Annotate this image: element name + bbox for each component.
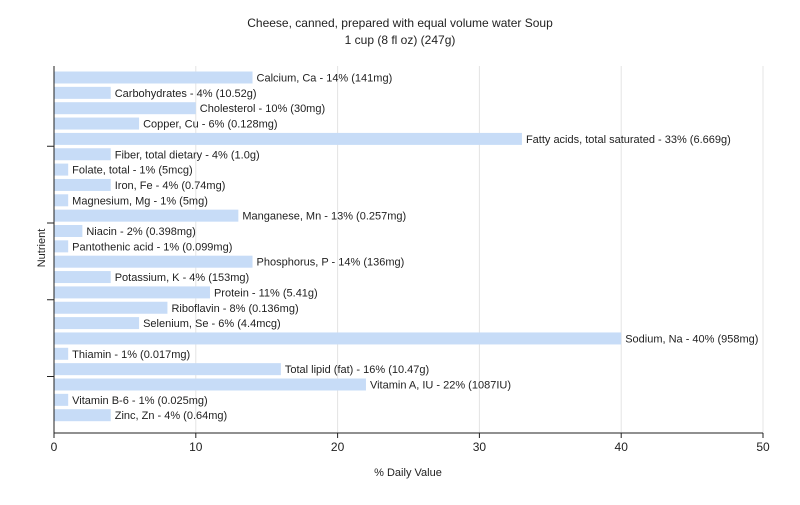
x-tick-label: 10 [189, 440, 203, 454]
bar-label: Carbohydrates - 4% (10.52g) [115, 88, 257, 100]
bar-label: Selenium, Se - 6% (4.4mcg) [143, 318, 281, 330]
bar [54, 209, 239, 222]
bar-label: Sodium, Na - 40% (958mg) [625, 333, 758, 345]
bar-label: Pantothenic acid - 1% (0.099mg) [72, 241, 232, 253]
bar-label: Potassium, K - 4% (153mg) [115, 272, 250, 284]
bar [54, 286, 210, 299]
bar-label: Riboflavin - 8% (0.136mg) [171, 303, 298, 315]
bar [54, 332, 622, 345]
bar [54, 240, 69, 253]
bar [54, 363, 281, 376]
bar [54, 163, 69, 176]
x-axis-label: % Daily Value [374, 467, 442, 479]
bar-label: Zinc, Zn - 4% (0.64mg) [115, 410, 227, 422]
bar-label: Vitamin A, IU - 22% (1087IU) [370, 380, 511, 392]
bar [54, 378, 366, 391]
bar-label: Iron, Fe - 4% (0.74mg) [115, 180, 226, 192]
x-tick-label: 30 [473, 440, 487, 454]
x-tick-label: 50 [756, 440, 770, 454]
bar [54, 117, 140, 130]
bar-label: Fatty acids, total saturated - 33% (6.66… [526, 134, 731, 146]
bar [54, 347, 69, 360]
bar-label: Cholesterol - 10% (30mg) [200, 103, 325, 115]
bar [54, 409, 111, 422]
axes: 0 10 20 30 40 50 [47, 66, 770, 454]
bar-label: Calcium, Ca - 14% (141mg) [257, 73, 393, 85]
chart-subtitle: 1 cup (8 fl oz) (247g) [345, 33, 456, 47]
y-axis-label: Nutrient [36, 229, 48, 268]
bar-label: Fiber, total dietary - 4% (1.0g) [115, 149, 260, 161]
bar [54, 301, 168, 314]
bar [54, 317, 140, 330]
bar [54, 225, 83, 237]
bar [54, 102, 196, 115]
bar [54, 178, 111, 191]
bar [54, 132, 522, 145]
bar-labels: Calcium, Ca - 14% (141mg)Carbohydrates -… [72, 73, 758, 423]
bar [54, 271, 111, 284]
bar-label: Vitamin B-6 - 1% (0.025mg) [72, 395, 208, 407]
bar-label: Phosphorus, P - 14% (136mg) [257, 257, 405, 269]
bar-label: Copper, Cu - 6% (0.128mg) [143, 119, 278, 131]
chart-title: Cheese, canned, prepared with equal volu… [247, 16, 553, 30]
bar-label: Manganese, Mn - 13% (0.257mg) [242, 211, 406, 223]
bars [54, 71, 622, 422]
bar-label: Thiamin - 1% (0.017mg) [72, 349, 190, 361]
bar-label: Magnesium, Mg - 1% (5mg) [72, 195, 208, 207]
bar-label: Folate, total - 1% (5mcg) [72, 165, 192, 177]
bar [54, 194, 69, 207]
bar [54, 71, 253, 84]
bar-label: Total lipid (fat) - 16% (10.47g) [285, 364, 429, 376]
bar-label: Niacin - 2% (0.398mg) [86, 226, 195, 238]
x-tick-label: 20 [331, 440, 345, 454]
bar [54, 393, 69, 406]
bar-label: Protein - 11% (5.41g) [214, 287, 318, 299]
x-tick-label: 0 [51, 440, 58, 454]
bar [54, 86, 111, 99]
bar [54, 255, 253, 268]
bar [54, 148, 111, 161]
x-tick-label: 40 [615, 440, 629, 454]
